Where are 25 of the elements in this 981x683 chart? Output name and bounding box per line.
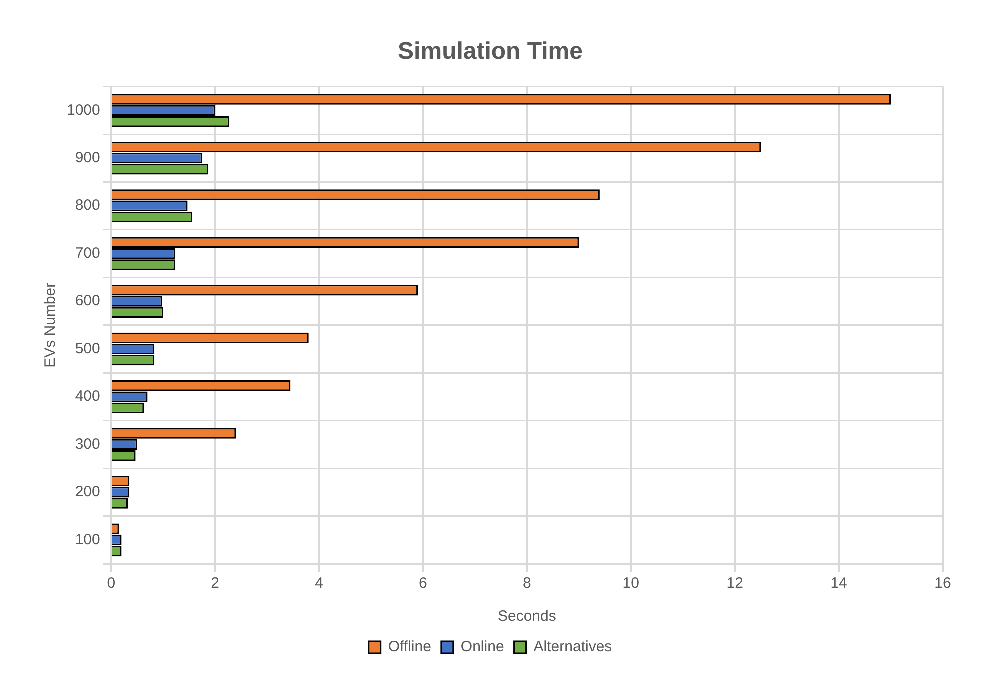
y-tick-label: 100 [75,531,100,548]
y-tick-label: 200 [75,484,100,501]
y-tick-label: 500 [75,340,100,358]
y-tick-label: 600 [75,292,100,310]
x-tick-label: 14 [830,575,848,592]
y-axis-title: EVs Number [42,282,60,368]
y-tick-label: 800 [75,197,100,214]
y-tick-label: 1000 [66,102,100,119]
x-tick-label: 16 [934,575,952,592]
chart-title: Simulation Time [398,38,583,66]
legend-label: Offline [388,638,432,656]
y-tick-label: 900 [75,150,100,167]
y-tick-label: 300 [75,436,100,453]
x-tick-label: 4 [315,575,324,592]
x-tick-label: 8 [523,575,532,592]
x-tick-label: 2 [211,575,220,592]
y-tick-label: 400 [75,388,100,406]
x-tick-label: 6 [419,575,428,592]
x-tick-label: 12 [726,575,744,592]
x-tick-label: 10 [622,575,640,592]
legend-label: Online [460,638,504,656]
x-axis-title: Seconds [498,608,556,626]
x-tick-label: 0 [107,575,116,592]
y-tick-label: 700 [75,244,100,262]
legend-label: Alternatives [534,638,612,656]
